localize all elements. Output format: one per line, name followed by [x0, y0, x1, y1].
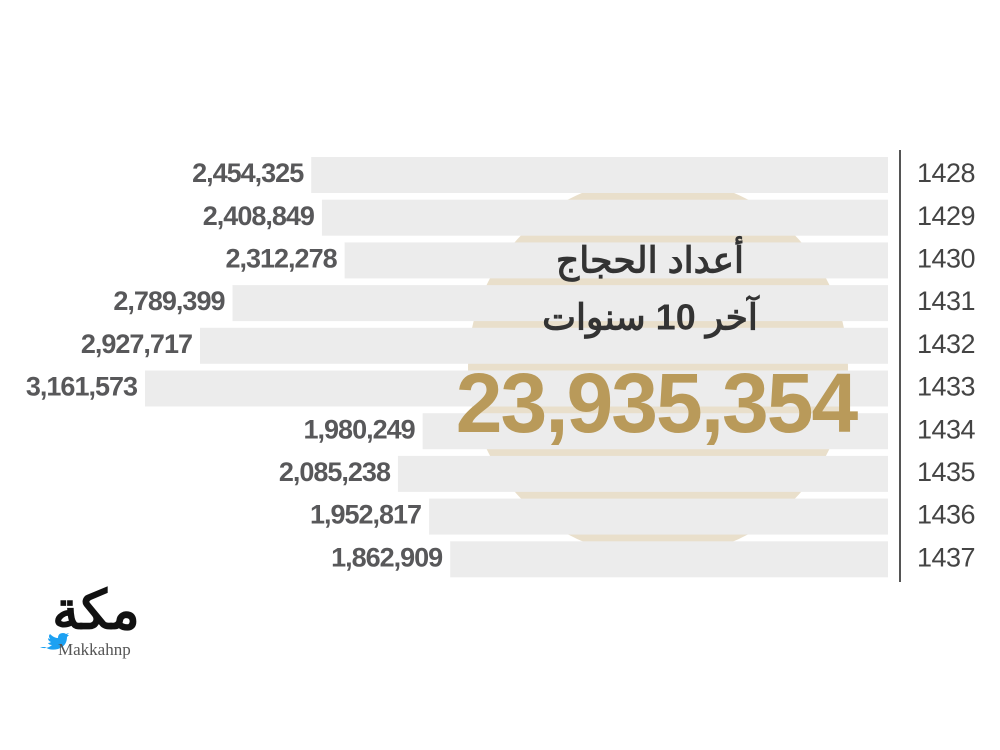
y-tick-label: 1436 [917, 500, 975, 530]
y-tick-label: 1429 [917, 201, 975, 231]
y-tick-label: 1434 [917, 414, 976, 444]
bar [344, 242, 888, 279]
y-tick-label: 1428 [917, 158, 975, 188]
y-tick-label: 1433 [917, 372, 975, 402]
bar [450, 541, 888, 578]
logo-name: مكة [52, 580, 140, 640]
value-label: 2,789,399 [113, 286, 225, 316]
y-tick-label: 1437 [917, 542, 975, 572]
y-tick-label: 1431 [917, 286, 975, 316]
bars: 2,454,325 1428 2,408,849 1429 2,312,278 1430 2… [26, 157, 976, 578]
value-label: 1,980,249 [304, 414, 416, 444]
value-label: 2,927,717 [81, 329, 192, 359]
value-label: 2,408,849 [203, 201, 315, 231]
bar [429, 498, 888, 535]
bar [232, 285, 889, 322]
y-tick-label: 1430 [917, 244, 975, 274]
value-label: 1,952,817 [310, 500, 421, 530]
y-tick-label: 1432 [917, 329, 975, 359]
value-label: 2,085,238 [279, 457, 391, 487]
bar [311, 157, 888, 193]
chart-title: أعداد الحجاج [556, 236, 744, 283]
bar [199, 327, 888, 364]
value-label: 3,161,573 [26, 372, 138, 402]
bar [422, 413, 888, 450]
bar [321, 199, 888, 236]
value-label: 2,312,278 [225, 244, 337, 274]
logo-handle: Makkahnp [58, 640, 131, 659]
bar [145, 370, 889, 407]
y-tick-label: 1435 [917, 457, 975, 487]
chart-subtitle: آخر 10 سنوات [542, 294, 760, 340]
value-label: 2,454,325 [192, 158, 304, 188]
value-label: 1,862,909 [331, 542, 443, 572]
bar [397, 455, 888, 492]
total-label: 23,935,354 [456, 356, 859, 450]
twitter-icon [40, 633, 69, 650]
